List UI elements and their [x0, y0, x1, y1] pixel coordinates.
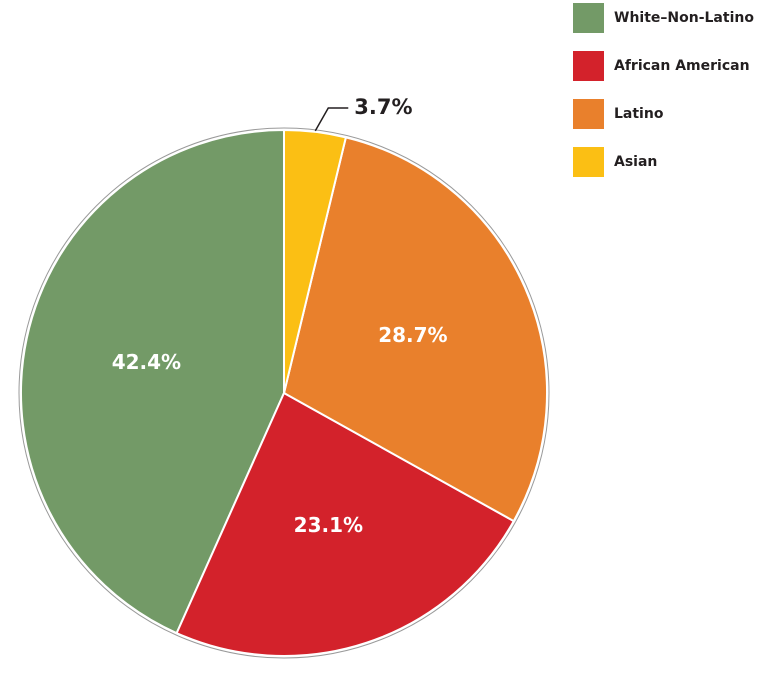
- legend-swatch: [573, 99, 604, 129]
- legend-label: Latino: [614, 106, 664, 122]
- pie-slice: [20, 128, 285, 635]
- pie-slice: [282, 136, 548, 523]
- legend-label: Asian: [614, 154, 657, 170]
- legend-label: White–Non-Latino: [614, 10, 754, 26]
- leader-line: [314, 107, 349, 132]
- legend-label: African American: [614, 58, 750, 74]
- legend-swatch: [573, 147, 604, 177]
- pie-outline: [18, 127, 550, 659]
- legend-swatch: [573, 3, 604, 33]
- pie-slice: [175, 391, 516, 657]
- legend-swatch: [573, 51, 604, 81]
- pie-slice: [283, 128, 348, 394]
- data-label: 28.7%: [378, 323, 447, 347]
- data-label: 23.1%: [294, 513, 363, 537]
- data-label: 42.4%: [112, 350, 181, 374]
- data-label: 3.7%: [354, 95, 412, 119]
